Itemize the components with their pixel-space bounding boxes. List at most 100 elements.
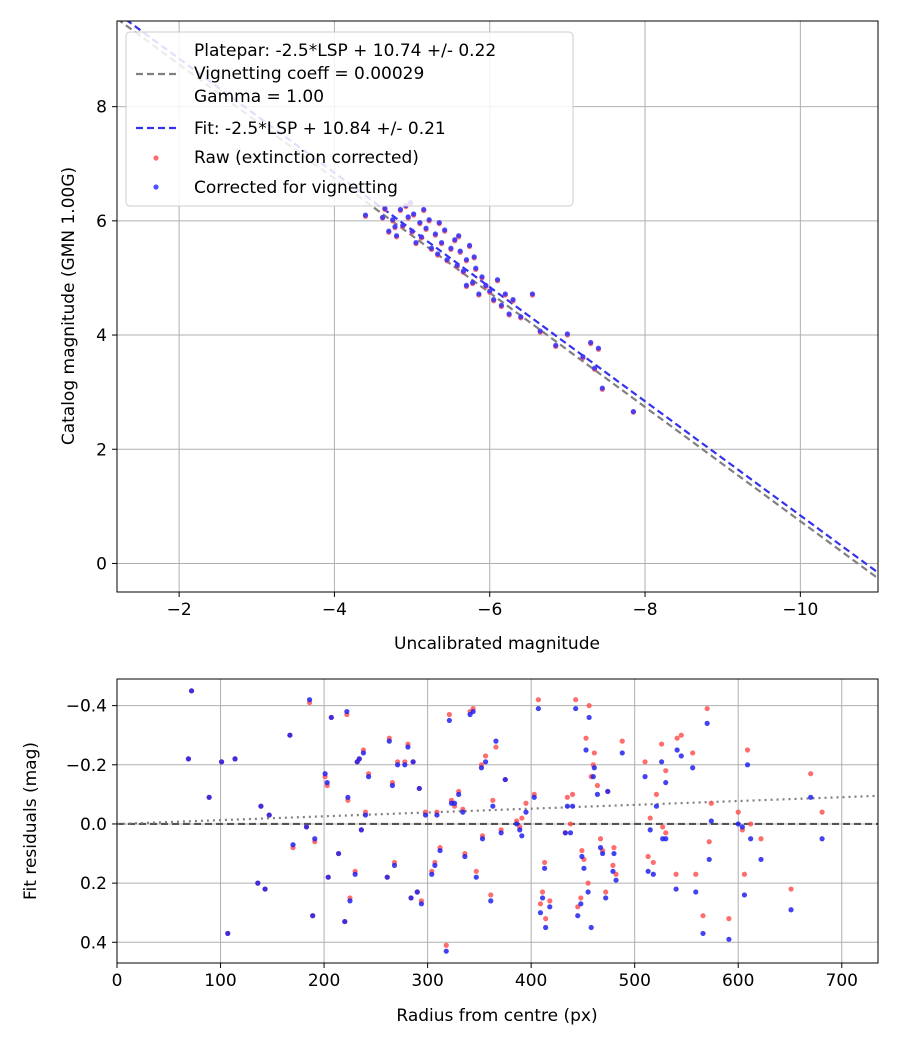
bottom-corrected-point — [539, 895, 546, 901]
bottom-corrected-point — [365, 774, 372, 780]
bottom-raw-point — [663, 830, 669, 836]
top-corrected-point — [362, 212, 369, 218]
bottom-corrected-point — [405, 744, 411, 750]
top-corrected-point — [428, 245, 435, 251]
top-corrected-point — [466, 242, 473, 249]
top-corrected-point — [417, 219, 423, 226]
bottom-corrected-point — [547, 904, 553, 910]
top-corrected-point — [444, 257, 450, 263]
legend: Platepar: -2.5*LSP + 10.74 +/- 0.22 Vign… — [125, 31, 574, 207]
bottom-corrected-point — [605, 788, 611, 795]
bottom-raw-point — [523, 800, 529, 806]
bottom-corrected-point — [362, 812, 369, 818]
top-corrected-point — [483, 282, 489, 288]
top-corrected-point — [379, 214, 386, 221]
bottom-x-tick-label: 400 — [515, 971, 547, 991]
bottom-raw-point — [650, 859, 656, 866]
bottom-corrected-point — [402, 762, 408, 768]
top-corrected-point — [421, 206, 427, 213]
bottom-raw-point — [700, 913, 706, 919]
bottom-corrected-point — [416, 785, 422, 792]
bottom-corrected-point — [610, 868, 616, 874]
top-corrected-point — [529, 291, 536, 297]
bottom-corrected-point — [819, 836, 825, 842]
bottom-raw-point — [542, 859, 548, 866]
bottom-corrected-point — [599, 850, 606, 857]
bottom-corrected-point — [391, 862, 398, 868]
bottom-corrected-point — [429, 871, 435, 877]
bottom-x-tick-label: 500 — [618, 971, 650, 991]
bottom-raw-point — [744, 747, 751, 753]
bottom-corrected-point — [597, 845, 604, 851]
top-x-tick-label: −10 — [782, 600, 818, 620]
bottom-corrected-point — [410, 759, 416, 765]
bottom-corrected-point — [741, 892, 748, 898]
bottom-raw-point — [473, 868, 479, 874]
bottom-corrected-point — [478, 765, 485, 771]
bottom-raw-point — [579, 847, 585, 854]
bottom-corrected-point — [502, 776, 508, 783]
bottom-axes-frame — [116, 678, 879, 964]
bottom-y-tick-label: 0.2 — [80, 874, 107, 894]
bottom-raw-point — [564, 794, 570, 800]
bottom-corrected-point — [188, 688, 195, 694]
bottom-corrected-point — [586, 714, 592, 721]
bottom-raw-point — [690, 750, 696, 756]
bottom-raw-point — [660, 824, 666, 830]
bottom-corrected-point — [663, 779, 669, 786]
bottom-corrected-point — [748, 836, 754, 842]
bottom-corrected-point — [735, 821, 741, 827]
bottom-y-axis-label: Fit residuals (mag) — [21, 742, 41, 900]
bottom-corrected-point — [303, 824, 310, 830]
top-corrected-point — [411, 211, 417, 217]
bottom-raw-point — [748, 821, 754, 827]
top-corrected-point — [470, 279, 476, 286]
bottom-corrected-point — [562, 830, 568, 836]
bottom-x-tick-label: 700 — [826, 971, 858, 991]
bottom-corrected-point — [673, 886, 679, 892]
bottom-corrected-point — [704, 720, 710, 726]
top-corrected-point — [409, 228, 415, 234]
top-corrected-point — [473, 265, 479, 271]
bottom-corrected-point — [386, 738, 392, 744]
bottom-corrected-point — [619, 750, 625, 756]
bottom-raw-point — [678, 732, 684, 738]
bottom-corrected-point — [575, 913, 581, 919]
top-corrected-point — [390, 217, 396, 223]
bottom-raw-point — [663, 768, 669, 774]
bottom-corrected-point — [206, 794, 212, 800]
top-corrected-point — [494, 277, 501, 283]
bottom-raw-point — [488, 892, 494, 898]
bottom-raw-point — [535, 697, 541, 703]
bottom-corrected-point — [594, 791, 601, 797]
bottom-corrected-point — [543, 924, 549, 931]
bottom-corrected-point — [744, 762, 751, 768]
bottom-corrected-point — [312, 836, 318, 842]
bottom-corrected-point — [498, 830, 504, 836]
bottom-corrected-point — [384, 874, 390, 880]
bottom-corrected-point — [758, 856, 764, 863]
bottom-corrected-point — [567, 830, 574, 836]
bottom-y-tick-label: −0.4 — [66, 697, 107, 717]
bottom-raw-point — [673, 871, 679, 877]
bottom-raw-point — [758, 836, 764, 842]
bottom-reference-lines — [117, 794, 878, 826]
bottom-corrected-point — [519, 833, 525, 839]
bottom-raw-point — [603, 889, 609, 895]
legend-gamma-label: Gamma = 1.00 — [194, 87, 324, 107]
bottom-corrected-point — [290, 842, 296, 848]
bottom-corrected-point — [218, 759, 225, 765]
legend-box — [125, 31, 574, 207]
bottom-corrected-point — [537, 910, 544, 916]
bottom-raw-point — [819, 809, 825, 815]
bottom-raw-point — [726, 916, 732, 922]
bottom-corrected-point — [603, 895, 609, 901]
bottom-raw-point — [674, 735, 680, 741]
bottom-corrected-point — [324, 779, 330, 786]
bottom-corrected-point — [414, 889, 420, 895]
top-x-tick-label: −6 — [477, 600, 502, 620]
bottom-corrected-point — [185, 756, 192, 762]
bottom-corrected-point — [422, 812, 429, 818]
bottom-corrected-point — [535, 705, 541, 712]
